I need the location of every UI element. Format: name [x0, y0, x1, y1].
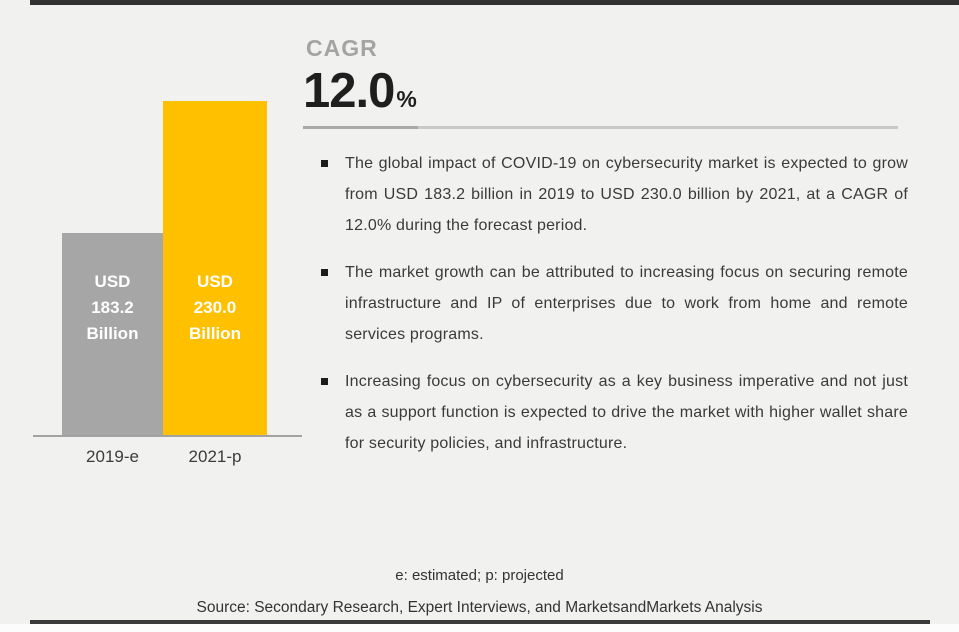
bar-2021-line-usd: USD	[197, 272, 233, 291]
bar-value-label-2021: USD 230.0 Billion	[163, 269, 267, 347]
cagr-number: 12.0	[303, 64, 395, 118]
x-axis-line	[33, 435, 302, 437]
bar-value-label-2019: USD 183.2 Billion	[62, 269, 163, 347]
x-tick-2019: 2019-e	[86, 447, 139, 466]
bullet-item-business-imperative: Increasing focus on cybersecurity as a k…	[320, 366, 908, 459]
bullet-item-market-growth-forecast: The global impact of COVID-19 on cyberse…	[320, 148, 908, 241]
bar-2019-line-unit: Billion	[86, 324, 139, 343]
bullet-square-icon	[321, 269, 328, 276]
bar-2019-line-usd: USD	[94, 272, 131, 291]
x-tick-2021: 2021-p	[188, 447, 242, 466]
bullet-text: Increasing focus on cybersecurity as a k…	[345, 373, 908, 452]
bottom-background-strip	[0, 624, 959, 632]
bullet-square-icon	[321, 378, 328, 385]
bullet-text: The market growth can be attributed to i…	[345, 264, 908, 343]
cagr-label: CAGR	[306, 35, 378, 61]
bar-2021-line-value: 230.0	[193, 298, 237, 317]
bar-2019-estimated: USD 183.2 Billion	[62, 233, 163, 436]
bar-2021-projected: USD 230.0 Billion	[163, 101, 267, 436]
cagr-underline-rule	[303, 126, 898, 129]
bullet-item-growth-attribution: The market growth can be attributed to i…	[320, 257, 908, 350]
bullet-square-icon	[321, 160, 328, 167]
cagr-underline-dark-segment	[303, 126, 418, 129]
bottom-divider-rule	[30, 620, 930, 624]
bar-2019-line-value: 183.2	[91, 298, 134, 317]
percent-sign: %	[396, 86, 417, 112]
bar-2021-line-unit: Billion	[189, 324, 241, 343]
top-divider-rule	[30, 0, 959, 5]
legend-footnote: e: estimated; p: projected	[395, 567, 564, 584]
bullet-list: The global impact of COVID-19 on cyberse…	[320, 148, 908, 475]
bullet-text: The global impact of COVID-19 on cyberse…	[345, 155, 908, 234]
source-attribution: Source: Secondary Research, Expert Inter…	[196, 599, 763, 616]
cagr-value: 12.0%	[303, 67, 417, 116]
